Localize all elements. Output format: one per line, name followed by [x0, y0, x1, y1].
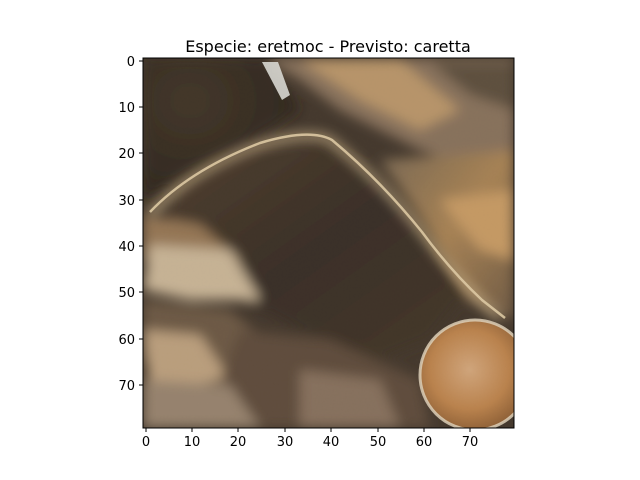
- y-tick-label: 60: [118, 333, 135, 348]
- y-tick-label: 50: [118, 286, 135, 301]
- y-tick-label: 30: [118, 194, 135, 209]
- y-tick-label: 10: [118, 101, 135, 116]
- x-tick-label: 60: [416, 435, 433, 450]
- y-tick-label: 0: [127, 55, 135, 70]
- x-axis: 0 10 20 30 40 50 60 70: [142, 428, 478, 450]
- y-axis: 0 10 20 30 40 50 60 70: [118, 55, 143, 394]
- axes-frame: [142, 57, 515, 429]
- x-tick-label: 0: [142, 435, 150, 450]
- y-tick-label: 70: [118, 379, 135, 394]
- x-tick-label: 10: [184, 435, 201, 450]
- x-tick-label: 40: [323, 435, 340, 450]
- y-tick-label: 40: [118, 240, 135, 255]
- chart-title: Especie: eretmoc - Previsto: caretta: [185, 37, 471, 56]
- turtle-shell-image: [143, 58, 514, 428]
- x-tick-label: 50: [370, 435, 387, 450]
- x-tick-label: 20: [230, 435, 247, 450]
- y-tick-label: 20: [118, 147, 135, 162]
- x-tick-label: 70: [462, 435, 479, 450]
- x-tick-label: 30: [277, 435, 294, 450]
